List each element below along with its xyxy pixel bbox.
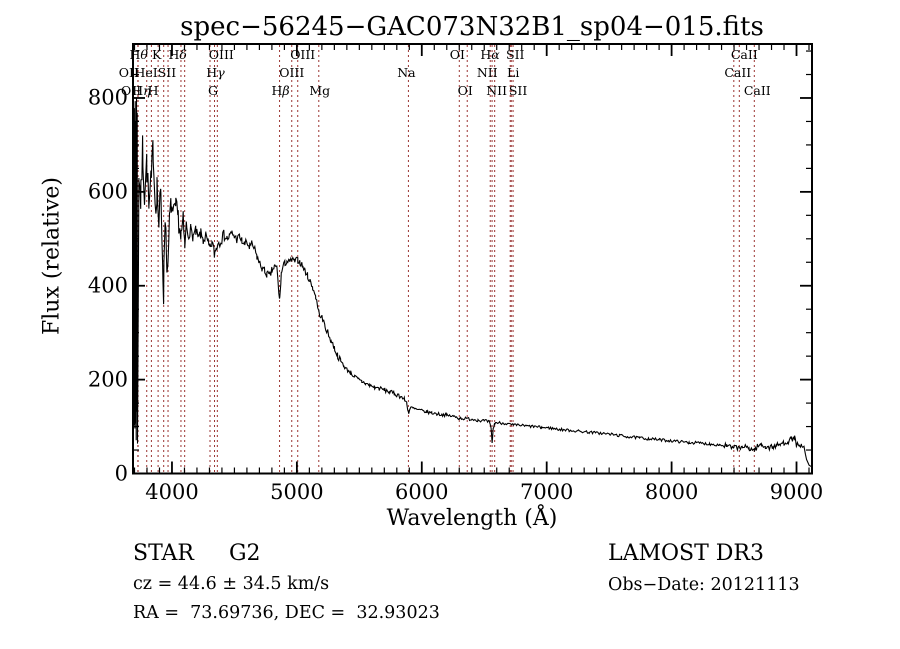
spectral-line-label: Mg <box>309 83 331 98</box>
spectral-line-label: Hα <box>480 47 500 62</box>
ra-dec-text: RA = 73.69736, DEC = 32.93023 <box>133 603 440 623</box>
y-tick-label: 600 <box>87 179 128 204</box>
spectral-line-label: Na <box>397 65 416 80</box>
x-tick-label: 9000 <box>769 480 824 504</box>
spectral-line-label: Hβ <box>271 83 290 98</box>
spectral-line-label: OI <box>457 83 473 98</box>
spectral-line-label: SII <box>157 65 177 80</box>
cz-text: cz = 44.6 ± 34.5 km/s <box>133 574 330 594</box>
spectral-line-label: OIII <box>290 47 316 62</box>
x-tick-label: 6000 <box>395 480 449 504</box>
spectral-line-label: OIII <box>208 47 234 62</box>
plot-title: spec−56245−GAC073N32B1_sp04−015.fits <box>180 12 764 42</box>
y-tick-label: 0 <box>114 461 128 486</box>
spectral-line-label: SII <box>508 83 528 98</box>
spectral-line-label: G <box>208 83 219 98</box>
y-tick-label: 400 <box>87 273 128 298</box>
spectral-line-label: Hδ <box>168 47 187 62</box>
spectral-line-label: SII <box>506 47 525 62</box>
spectral-line-label: NII <box>486 83 508 98</box>
x-tick-label: 7000 <box>519 480 574 504</box>
spectral-line-label: OII <box>118 65 139 80</box>
spectral-line-label: Hγ <box>206 65 225 80</box>
spectral-line-label: HeI <box>134 65 158 80</box>
spectral-line-label: Li <box>507 65 520 80</box>
spectral-line-label: OI <box>449 47 465 62</box>
spectral-line-label: Hθ <box>129 47 148 62</box>
x-tick-label: 4000 <box>145 480 199 504</box>
y-tick-label: 800 <box>87 85 128 110</box>
spectral-line-label: Hη <box>132 83 151 98</box>
survey-release-text: LAMOST DR3 <box>608 541 764 566</box>
y-axis-label: Flux (relative) <box>39 176 65 336</box>
spectral-line-label: H <box>147 83 159 98</box>
spectral-line-label: OIII <box>279 65 305 80</box>
spectral-line-label: OII <box>121 83 142 98</box>
spectral-line-label: CaII <box>724 65 752 80</box>
y-tick-label: 200 <box>87 367 128 392</box>
spectral-line-label: CaII <box>743 83 771 98</box>
spectral-line-label: K <box>152 47 162 62</box>
x-axis-label: Wavelength (Å) <box>386 506 558 531</box>
spectral-line-label: NII <box>476 65 498 80</box>
spectral-line-label: CaII <box>730 47 758 62</box>
obs-date-text: Obs−Date: 20121113 <box>608 575 800 595</box>
x-tick-label: 5000 <box>270 480 324 504</box>
object-class-text: STAR G2 <box>133 541 261 566</box>
x-tick-label: 8000 <box>644 480 699 504</box>
